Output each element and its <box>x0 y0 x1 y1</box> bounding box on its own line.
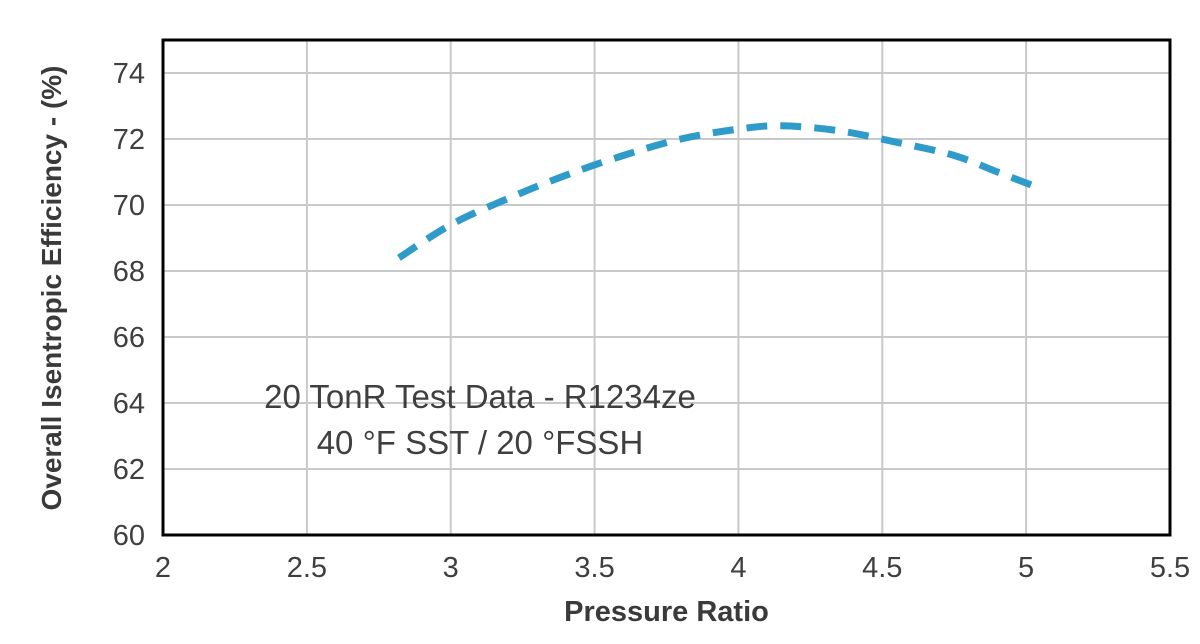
svg-text:62: 62 <box>113 454 145 486</box>
svg-text:2: 2 <box>155 552 171 584</box>
svg-text:72: 72 <box>113 124 145 156</box>
svg-text:2.5: 2.5 <box>287 552 327 584</box>
svg-text:64: 64 <box>113 388 145 420</box>
svg-text:3.5: 3.5 <box>574 552 614 584</box>
svg-text:70: 70 <box>113 190 145 222</box>
svg-text:68: 68 <box>113 256 145 288</box>
svg-text:5.5: 5.5 <box>1150 552 1190 584</box>
svg-text:4.5: 4.5 <box>862 552 902 584</box>
svg-text:66: 66 <box>113 322 145 354</box>
svg-text:4: 4 <box>730 552 746 584</box>
svg-text:5: 5 <box>1018 552 1034 584</box>
chart-annotation: 20 TonR Test Data - R1234ze 40 °F SST / … <box>190 374 770 466</box>
x-axis-title: Pressure Ratio <box>564 596 769 628</box>
svg-text:60: 60 <box>113 520 145 552</box>
y-axis-title: Overall Isentropic Efficiency - (%) <box>36 65 67 511</box>
annotation-line-1: 20 TonR Test Data - R1234ze <box>264 378 696 415</box>
svg-text:3: 3 <box>443 552 459 584</box>
annotation-line-2: 40 °F SST / 20 °FSSH <box>316 424 644 461</box>
svg-text:74: 74 <box>113 58 145 90</box>
